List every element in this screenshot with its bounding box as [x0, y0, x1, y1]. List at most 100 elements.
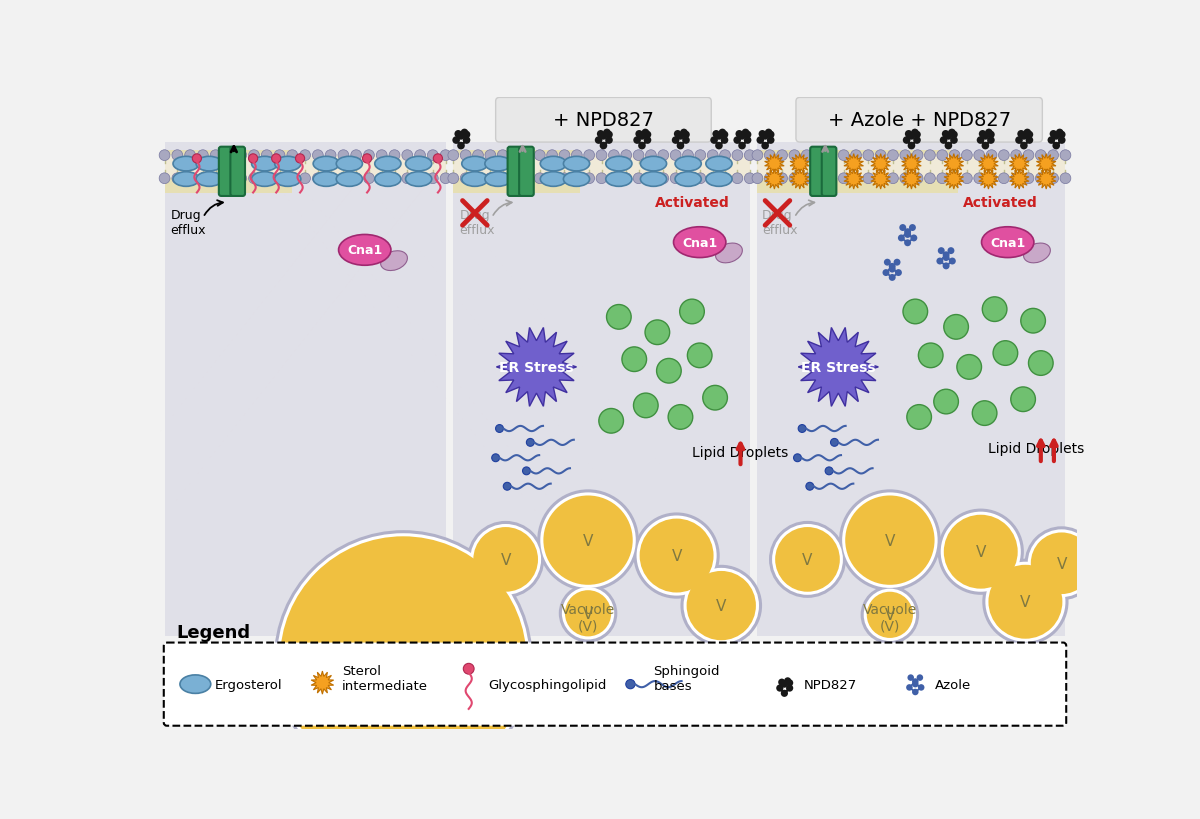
Circle shape [943, 252, 949, 259]
Circle shape [634, 513, 720, 599]
Circle shape [295, 155, 305, 164]
Bar [454, 151, 581, 193]
Circle shape [913, 137, 920, 145]
Circle shape [1010, 151, 1021, 161]
Text: Drug
efflux: Drug efflux [762, 208, 798, 236]
Circle shape [1060, 174, 1070, 184]
Circle shape [433, 155, 443, 164]
Ellipse shape [485, 157, 511, 172]
Polygon shape [1009, 155, 1030, 174]
Circle shape [1058, 132, 1066, 139]
Circle shape [972, 401, 997, 426]
Circle shape [761, 133, 769, 141]
Text: V: V [884, 533, 895, 548]
FancyBboxPatch shape [796, 98, 1043, 143]
Circle shape [1020, 133, 1027, 141]
Circle shape [720, 151, 731, 161]
Ellipse shape [641, 157, 666, 172]
FancyBboxPatch shape [822, 147, 836, 197]
Circle shape [940, 137, 947, 145]
Ellipse shape [676, 157, 701, 172]
Circle shape [620, 151, 631, 161]
Circle shape [937, 174, 948, 184]
Circle shape [1021, 309, 1045, 333]
Circle shape [620, 174, 631, 184]
Circle shape [744, 132, 751, 139]
Circle shape [907, 675, 914, 681]
Circle shape [599, 409, 624, 433]
Ellipse shape [313, 173, 340, 187]
Circle shape [911, 235, 917, 242]
Circle shape [643, 137, 652, 145]
Circle shape [918, 344, 943, 369]
Bar [757, 143, 1066, 636]
Circle shape [839, 490, 941, 591]
Circle shape [983, 297, 1007, 322]
Circle shape [707, 151, 718, 161]
Circle shape [389, 151, 400, 161]
Circle shape [912, 689, 918, 695]
Circle shape [744, 137, 751, 145]
Text: ER Stress: ER Stress [800, 360, 876, 374]
Circle shape [236, 151, 246, 161]
Circle shape [889, 264, 895, 270]
Circle shape [924, 174, 935, 184]
Circle shape [473, 174, 484, 184]
Circle shape [248, 155, 258, 164]
Circle shape [707, 174, 718, 184]
Bar [454, 143, 750, 636]
Circle shape [950, 132, 958, 139]
Circle shape [988, 132, 995, 139]
Circle shape [860, 586, 919, 645]
Ellipse shape [706, 173, 732, 187]
Circle shape [671, 151, 682, 161]
Circle shape [905, 131, 912, 138]
Circle shape [277, 533, 529, 785]
Circle shape [944, 143, 953, 150]
Circle shape [713, 131, 720, 138]
Circle shape [904, 240, 911, 247]
Circle shape [461, 174, 472, 184]
Circle shape [781, 690, 788, 697]
Ellipse shape [252, 157, 277, 172]
Circle shape [638, 133, 646, 141]
Circle shape [1036, 151, 1046, 161]
Circle shape [457, 133, 464, 141]
Circle shape [402, 151, 413, 161]
Circle shape [1024, 129, 1031, 137]
Circle shape [738, 143, 746, 150]
Circle shape [949, 174, 960, 184]
Circle shape [571, 174, 582, 184]
Text: Lipid Droplets: Lipid Droplets [989, 441, 1085, 455]
Circle shape [1026, 137, 1033, 145]
Circle shape [596, 131, 605, 138]
Ellipse shape [641, 173, 666, 187]
Text: + NPD827: + NPD827 [553, 111, 654, 130]
Circle shape [769, 521, 846, 598]
Circle shape [776, 151, 787, 161]
Circle shape [452, 137, 460, 145]
Circle shape [185, 151, 196, 161]
Circle shape [679, 300, 704, 324]
Polygon shape [901, 170, 922, 190]
Circle shape [492, 455, 499, 462]
Circle shape [448, 174, 458, 184]
Text: Cna1: Cna1 [347, 244, 383, 257]
Circle shape [937, 509, 1024, 595]
Circle shape [977, 137, 984, 145]
Circle shape [415, 174, 426, 184]
Circle shape [522, 151, 533, 161]
Circle shape [262, 174, 272, 184]
Circle shape [608, 151, 619, 161]
Circle shape [720, 174, 731, 184]
Circle shape [470, 524, 541, 595]
Circle shape [907, 143, 916, 150]
Circle shape [948, 248, 954, 255]
Circle shape [839, 151, 850, 161]
Circle shape [826, 151, 836, 161]
Circle shape [362, 155, 372, 164]
Circle shape [710, 137, 718, 145]
Ellipse shape [275, 157, 301, 172]
Circle shape [287, 174, 298, 184]
Polygon shape [790, 170, 810, 190]
